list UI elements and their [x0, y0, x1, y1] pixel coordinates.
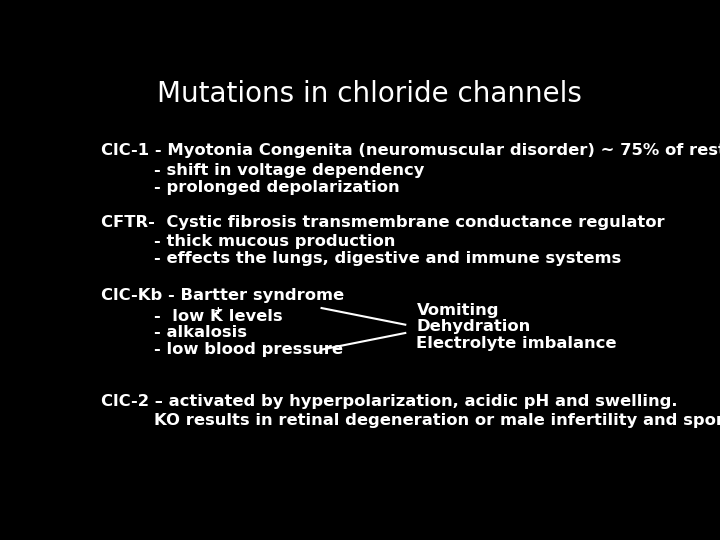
- Text: +: +: [214, 306, 222, 316]
- Text: - shift in voltage dependency: - shift in voltage dependency: [154, 163, 425, 178]
- Text: levels: levels: [222, 309, 282, 324]
- Text: KO results in retinal degeneration or male infertility and spontaneous seizures.: KO results in retinal degeneration or ma…: [154, 413, 720, 428]
- Text: - effects the lungs, digestive and immune systems: - effects the lungs, digestive and immun…: [154, 251, 621, 266]
- Text: ClC-Kb - Bartter syndrome: ClC-Kb - Bartter syndrome: [101, 288, 344, 303]
- Text: ClC-2 – activated by hyperpolarization, acidic pH and swelling.: ClC-2 – activated by hyperpolarization, …: [101, 394, 678, 409]
- Text: Mutations in chloride channels: Mutations in chloride channels: [156, 80, 582, 108]
- Text: Dehydration: Dehydration: [416, 319, 531, 334]
- Text: - thick mucous production: - thick mucous production: [154, 234, 395, 249]
- Text: ClC-1 - Myotonia Congenita (neuromuscular disorder) ~ 75% of resting conductance: ClC-1 - Myotonia Congenita (neuromuscula…: [101, 143, 720, 158]
- Text: - prolonged depolarization: - prolonged depolarization: [154, 180, 400, 195]
- Text: - alkalosis: - alkalosis: [154, 326, 247, 341]
- Text: - low blood pressure: - low blood pressure: [154, 342, 343, 357]
- Text: Electrolyte imbalance: Electrolyte imbalance: [416, 336, 617, 351]
- Text: Vomiting: Vomiting: [416, 302, 499, 318]
- Text: -  low K: - low K: [154, 309, 223, 324]
- Text: CFTR-  Cystic fibrosis transmembrane conductance regulator: CFTR- Cystic fibrosis transmembrane cond…: [101, 215, 665, 230]
